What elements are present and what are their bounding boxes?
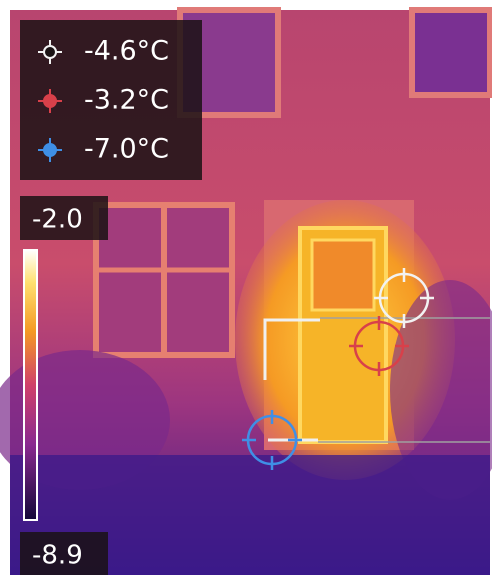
- scale-max: -2.0: [32, 205, 83, 235]
- reading-icon: [44, 95, 56, 107]
- reading-icon: [44, 46, 56, 58]
- thermal-view: -4.6°C -3.2°C -7.0°C -2.0 -8.9: [0, 0, 492, 575]
- scale-min: -8.9: [32, 541, 83, 571]
- reading-value: -3.2°C: [84, 85, 169, 116]
- reading-icon: [44, 144, 56, 156]
- color-scale: [24, 250, 37, 520]
- reading-value: -4.6°C: [84, 36, 169, 67]
- reading-value: -7.0°C: [84, 134, 169, 165]
